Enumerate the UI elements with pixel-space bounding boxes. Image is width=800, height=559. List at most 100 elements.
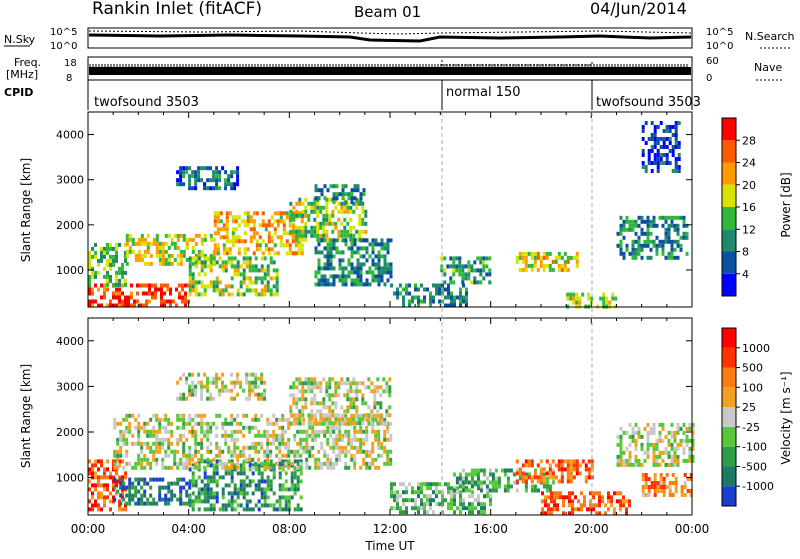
heatmap-cell [470, 268, 474, 273]
heatmap-cell [239, 384, 243, 389]
heatmap-cell [167, 465, 171, 470]
heatmap-cell [661, 422, 665, 427]
heatmap-cell [386, 453, 390, 458]
heatmap-cell [432, 482, 435, 487]
heatmap-cell [550, 491, 553, 496]
heatmap-cell [263, 268, 267, 273]
heatmap-cell [358, 221, 362, 226]
heatmap-cell [393, 482, 396, 487]
heatmap-cell [667, 454, 671, 459]
heatmap-cell [338, 192, 342, 197]
heatmap-cell [311, 421, 315, 426]
heatmap-cell [236, 413, 240, 418]
heatmap-cell [682, 446, 686, 451]
x-tick-label: 16:00 [473, 522, 508, 536]
heatmap-cell [200, 388, 204, 393]
heatmap-cell [349, 417, 353, 422]
heatmap-cell [149, 493, 153, 498]
heatmap-cell [239, 292, 243, 297]
heatmap-cell [188, 392, 192, 397]
heatmap-cell [248, 256, 252, 261]
heatmap-cell [452, 488, 456, 493]
heatmap-cell [287, 421, 291, 426]
heatmap-cell [682, 223, 686, 228]
heatmap-cell [344, 453, 348, 458]
heatmap-cell [317, 461, 321, 466]
colorbar-swatch [722, 426, 736, 447]
heatmap-cell [212, 471, 216, 476]
heatmap-cell [170, 261, 174, 266]
heatmap-cell [212, 396, 216, 401]
heatmap-cell [616, 434, 620, 439]
heatmap-cell [640, 462, 644, 467]
heatmap-cell [281, 459, 285, 464]
heatmap-cell [278, 487, 282, 492]
heatmap-cell [550, 507, 553, 512]
heatmap-cell [470, 476, 474, 481]
heatmap-cell [173, 493, 177, 498]
heatmap-cell [246, 247, 250, 252]
heatmap-cell [572, 475, 576, 480]
heatmap-cell [408, 482, 411, 487]
heatmap-cell [203, 487, 207, 492]
heatmap-cell [188, 256, 192, 261]
heatmap-cell [284, 479, 288, 484]
heatmap-cell [179, 392, 183, 397]
heatmap-cell [275, 437, 279, 442]
heatmap-cell [536, 479, 540, 484]
heatmap-cell [155, 429, 159, 434]
heatmap-cell [441, 494, 444, 499]
heatmap-cell [673, 215, 677, 220]
heatmap-cell [371, 429, 375, 434]
heatmap-cell [243, 247, 247, 252]
heatmap-cell [106, 467, 109, 472]
heatmap-cell [100, 254, 103, 259]
heatmap-cell [465, 295, 468, 300]
heatmap-cell [371, 445, 375, 450]
heatmap-cell [383, 258, 387, 263]
heatmap-cell [562, 511, 565, 516]
heatmap-cell [136, 291, 139, 296]
heatmap-cell [239, 264, 243, 269]
heatmap-cell [539, 459, 543, 464]
heatmap-cell [655, 446, 659, 451]
heatmap-cell [137, 425, 141, 430]
heatmap-cell [155, 477, 159, 482]
heatmap-cell [661, 251, 665, 256]
heatmap-cell [121, 475, 124, 480]
heatmap-cell [344, 449, 348, 454]
heatmap-cell [338, 453, 342, 458]
heatmap-cell [334, 381, 338, 386]
heatmap-cell [683, 473, 687, 477]
heatmap-cell [254, 467, 258, 472]
heatmap-cell [176, 481, 180, 486]
heatmap-cell [388, 393, 392, 398]
heatmap-cell [405, 291, 408, 296]
heatmap-cell [216, 231, 220, 236]
heatmap-cell [146, 497, 150, 502]
heatmap-cell [206, 495, 210, 500]
heatmap-cell [468, 510, 471, 515]
heatmap-cell [557, 267, 561, 272]
heatmap-cell [515, 488, 519, 493]
heatmap-cell [640, 215, 644, 220]
heatmap-cell [386, 262, 390, 267]
heatmap-cell [188, 503, 192, 508]
heatmap-cell [248, 499, 252, 504]
heatmap-cell [676, 426, 680, 431]
heatmap-cell [237, 215, 241, 220]
heatmap-cell [231, 243, 235, 248]
heatmap-cell [362, 188, 366, 193]
heatmap-cell [688, 422, 692, 427]
heatmap-cell [468, 502, 471, 507]
heatmap-cell [188, 495, 192, 500]
heatmap-cell [545, 459, 549, 464]
heatmap-cell [362, 449, 366, 454]
heatmap-cell [346, 393, 350, 398]
heatmap-cell [359, 270, 363, 275]
heatmap-cell [361, 209, 365, 214]
heatmap-cell [227, 483, 231, 488]
y-tick-label: 3000 [56, 380, 84, 393]
heatmap-cell [239, 449, 243, 454]
colorbar-swatch [722, 251, 736, 274]
